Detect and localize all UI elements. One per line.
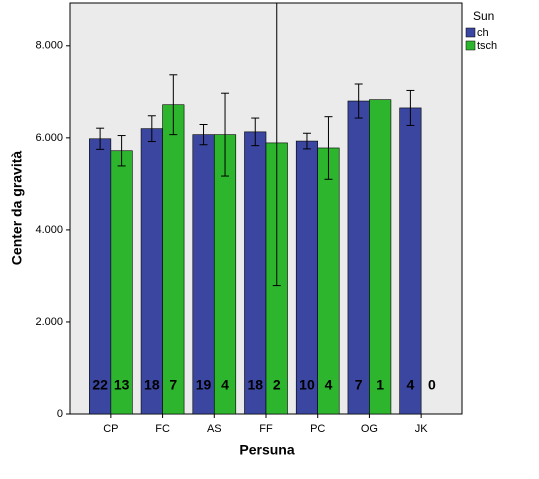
x-axis-title: Persuna — [239, 442, 294, 458]
bar — [140, 128, 163, 414]
count-label: 0 — [428, 377, 436, 393]
count-label: 1 — [376, 377, 384, 393]
count-label: 13 — [114, 377, 130, 393]
x-tick-label: CP — [103, 423, 118, 435]
count-label: 10 — [299, 377, 315, 393]
y-tick-label: 6.000 — [35, 132, 63, 144]
bar — [399, 107, 422, 414]
legend-label: ch — [477, 27, 489, 39]
y-tick-label: 0 — [57, 408, 63, 420]
x-tick-label: PC — [310, 423, 325, 435]
bar — [317, 147, 340, 414]
legend-swatch — [465, 40, 476, 51]
bar — [244, 131, 267, 414]
x-tick-label: OG — [361, 423, 378, 435]
bar — [162, 104, 185, 414]
bar — [192, 134, 215, 414]
bar — [295, 140, 319, 414]
y-tick-label: 8.000 — [35, 40, 63, 52]
y-tick-label: 2.000 — [35, 316, 63, 328]
count-label: 18 — [144, 377, 160, 393]
x-tick-label: FF — [259, 423, 273, 435]
bar — [110, 150, 133, 414]
x-tick-label: JK — [415, 423, 429, 435]
legend-title: Sun — [473, 9, 494, 23]
x-tick-label: FC — [155, 423, 170, 435]
count-label: 18 — [247, 377, 263, 393]
y-axis-title: Center da gravità — [9, 151, 25, 266]
bar — [89, 138, 112, 414]
bar — [369, 99, 392, 414]
count-label: 7 — [355, 377, 363, 393]
count-label: 4 — [406, 377, 414, 393]
count-label: 2 — [273, 377, 281, 393]
bar — [347, 100, 370, 414]
plot-content — [89, 3, 422, 414]
y-tick-label: 4.000 — [35, 224, 63, 236]
count-label: 19 — [196, 377, 212, 393]
count-label: 22 — [92, 377, 108, 393]
legend-label: tsch — [477, 40, 497, 52]
count-label: 7 — [169, 377, 177, 393]
count-label: 4 — [325, 377, 333, 393]
legend-swatch — [465, 27, 476, 38]
x-tick-label: AS — [207, 423, 222, 435]
count-label: 4 — [221, 377, 229, 393]
